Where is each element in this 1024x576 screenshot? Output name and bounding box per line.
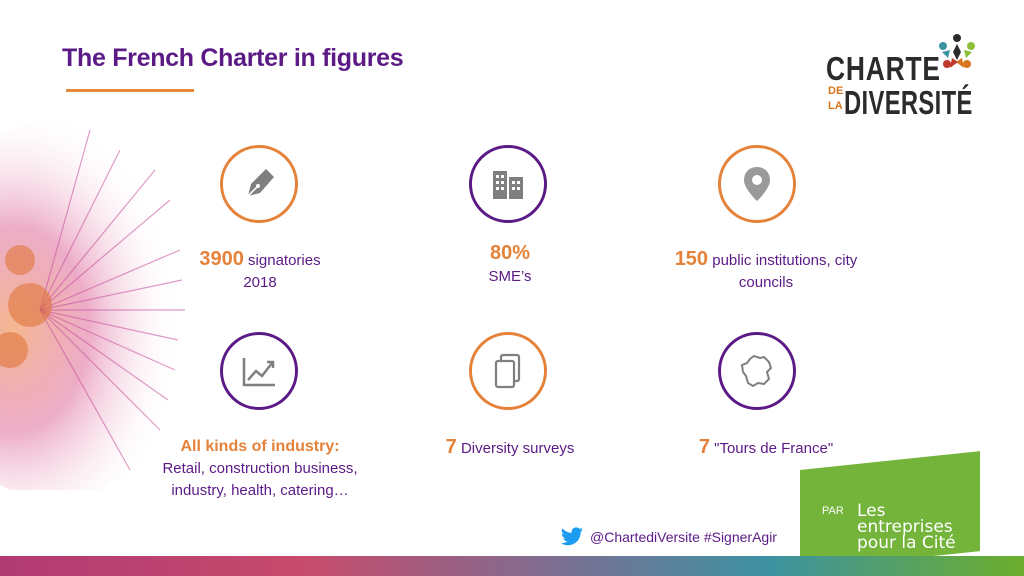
- stat-number: 7: [698, 436, 710, 458]
- logo-de-text: DE: [828, 85, 844, 97]
- star-people-icon: [939, 34, 975, 68]
- documents-circle: [469, 332, 547, 410]
- stat-number: 3900: [199, 248, 244, 270]
- stat-line3: industry, health, catering…: [171, 482, 349, 499]
- stat-diversity-surveys: 7 Diversity surveys: [420, 436, 600, 460]
- brand-line-2: entreprises: [857, 517, 953, 537]
- twitter-bird-icon: [561, 527, 583, 546]
- stat-tours-de-france: 7 "Tours de France": [676, 436, 856, 460]
- bottom-gradient-bar: [0, 556, 1024, 576]
- stat-sub: councils: [738, 274, 794, 291]
- title-underline: [66, 89, 194, 92]
- par-label: PAR: [822, 505, 844, 517]
- stat-label: "Tours de France": [709, 440, 834, 457]
- stat-smes: 80% SME’s: [430, 242, 590, 288]
- stat-label: Diversity surveys: [456, 440, 575, 457]
- logo-charte-text: CHARTE: [826, 50, 941, 87]
- page-title: The French Charter in figures: [62, 44, 404, 72]
- brand-line-3: pour la Cité: [857, 533, 956, 553]
- france-map-circle: [718, 332, 796, 410]
- stat-label: signatories: [243, 252, 321, 269]
- stat-sub: 2018: [243, 274, 277, 291]
- brand-line-1: Les: [857, 501, 886, 521]
- pen-nib-icon: [247, 169, 274, 197]
- growth-chart-icon: [242, 358, 275, 387]
- stat-number: 150: [674, 248, 709, 270]
- stat-number: 80%: [489, 242, 531, 264]
- map-pin-circle: [718, 145, 796, 223]
- stat-public-institutions: 150 public institutions, city councils: [650, 248, 882, 294]
- stat-line2: Retail, construction business,: [162, 460, 358, 477]
- stat-signatories: 3900 signatories 2018: [160, 248, 360, 294]
- france-map-icon: [740, 354, 773, 388]
- map-pin-icon: [744, 167, 770, 201]
- stat-number: 7: [445, 436, 457, 458]
- stat-label: SME’s: [488, 268, 532, 285]
- twitter-text: @ChartediVersite #SignerAgir: [590, 529, 777, 545]
- partner-brand-text: Les entreprises pour la Cité: [857, 501, 956, 553]
- buildings-icon: [493, 171, 523, 199]
- growth-chart-circle: [220, 332, 298, 410]
- stat-industry: All kinds of industry: Retail, construct…: [130, 436, 390, 502]
- stat-label: public institutions, city: [708, 252, 858, 269]
- stat-number: All kinds of industry:: [180, 438, 340, 455]
- buildings-circle: [469, 145, 547, 223]
- logo-la-text: LA: [828, 100, 843, 112]
- pen-nib-circle: [220, 145, 298, 223]
- charte-diversite-logo: CHARTE DE LA DIVERSITÉ: [826, 30, 986, 130]
- flower-decoration: [0, 120, 190, 490]
- documents-icon: [494, 353, 521, 389]
- logo-diversite-text: DIVERSITÉ: [844, 84, 973, 121]
- twitter-handle[interactable]: @ChartediVersite #SignerAgir: [560, 527, 777, 547]
